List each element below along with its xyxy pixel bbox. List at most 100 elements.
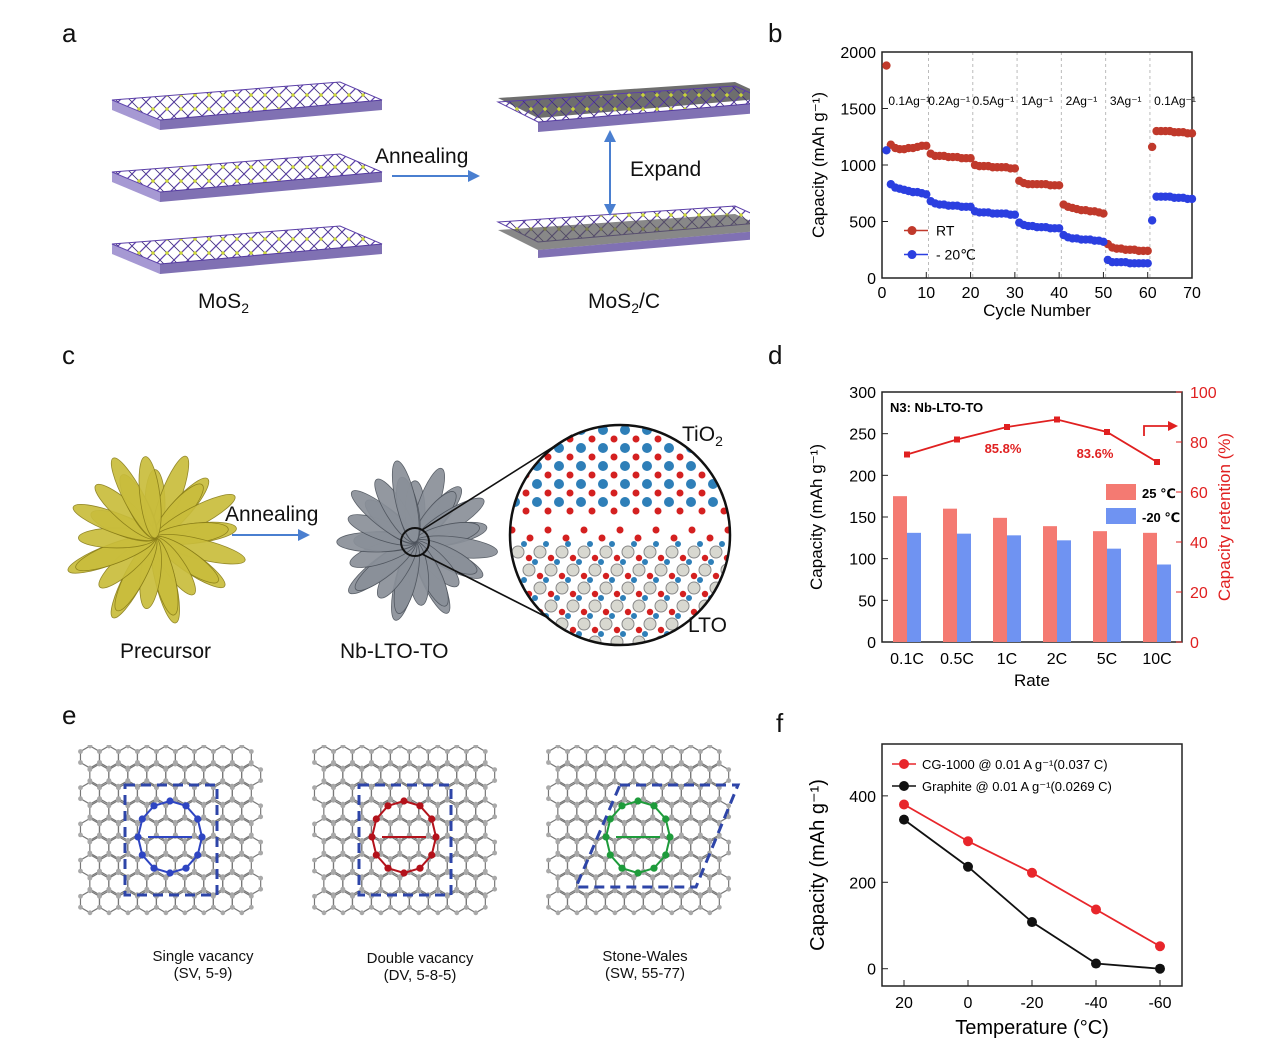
carbon-atom — [229, 749, 235, 754]
carbon-atom — [593, 888, 599, 894]
lto-atom — [577, 617, 591, 631]
x-tick-label: 20 — [895, 995, 913, 1012]
carbon-atom — [425, 761, 431, 767]
legend-label: 25 ℃ — [1142, 486, 1176, 501]
graphene-ring — [680, 745, 701, 769]
carbon-atom — [330, 797, 336, 803]
ti-atom — [521, 613, 527, 619]
carbon-atom — [331, 893, 336, 899]
ti-atom — [642, 631, 648, 637]
carbon-atom — [482, 893, 488, 899]
ti-atom — [675, 613, 681, 619]
o-atom — [676, 471, 684, 479]
carbon-atom — [340, 803, 346, 809]
carbon-atom — [239, 779, 245, 785]
y-tick-label: 300 — [849, 385, 876, 402]
ti-atom — [686, 479, 696, 489]
graphene-sheet — [312, 745, 498, 916]
graphene-ring — [709, 763, 730, 787]
graphene-ring — [212, 745, 233, 769]
panel-e-illustration — [78, 745, 741, 916]
carbon-atom — [125, 745, 131, 749]
carbon-atom — [555, 803, 561, 809]
carbon-atom — [87, 875, 93, 881]
ti-atom — [543, 541, 549, 547]
carbon-atom — [229, 797, 235, 803]
carbon-atom — [463, 893, 469, 899]
carbon-atom — [134, 857, 140, 863]
ti-atom — [642, 559, 648, 565]
carbon-atom — [330, 761, 336, 767]
carbon-atom — [678, 797, 684, 803]
legend-label: RT — [936, 223, 955, 239]
graphene-ring — [475, 763, 496, 787]
lto-atom — [610, 563, 624, 577]
carbon-atom — [697, 749, 703, 754]
graphene-ring — [566, 745, 588, 769]
graphene-ring — [465, 890, 486, 914]
data-point-rt — [1187, 129, 1197, 138]
carbon-atom — [678, 749, 684, 754]
carbon-atom — [454, 839, 460, 845]
carbon-atom — [435, 767, 441, 772]
o-atom — [743, 472, 750, 479]
lto-atom — [555, 545, 569, 559]
carbon-atom — [312, 796, 317, 802]
carbon-atom — [707, 839, 713, 845]
o-atom — [526, 534, 534, 542]
carbon-atom — [678, 857, 684, 863]
carbon-atom — [444, 834, 450, 839]
carbon-atom — [602, 893, 608, 899]
graphene-ring — [699, 817, 720, 842]
carbon-atom — [312, 832, 317, 838]
carbon-atom — [258, 886, 264, 892]
graphene-ring — [98, 853, 120, 878]
graphene-ring — [89, 872, 110, 896]
lto-label: LTO — [688, 614, 727, 637]
graphene-ring — [79, 817, 101, 842]
carbon-atom — [707, 888, 713, 894]
o-atom — [657, 626, 665, 634]
carbon-atom — [631, 852, 637, 857]
carbon-atom — [574, 910, 580, 916]
carbon-atom — [312, 749, 317, 754]
carbon-atom — [116, 749, 121, 754]
carbon-atom — [406, 821, 412, 827]
carbon-atom — [397, 767, 403, 772]
graphene-ring — [623, 890, 645, 914]
bar-25c — [993, 517, 1007, 642]
o-atom — [525, 554, 533, 562]
carbon-atom — [134, 904, 140, 910]
carbon-atom — [229, 761, 235, 767]
carbon-atom — [340, 745, 346, 749]
carbon-atom — [97, 893, 102, 899]
ti-atom — [686, 595, 692, 601]
o-atom — [616, 526, 624, 534]
ti-atom — [653, 613, 659, 619]
graphene-ring — [231, 781, 252, 805]
carbon-atom — [116, 785, 121, 791]
carbon-atom — [331, 904, 336, 910]
ti-atom — [510, 479, 520, 489]
ti-atom — [554, 479, 564, 489]
carbon-atom — [416, 910, 422, 916]
graphene-ring — [437, 799, 458, 823]
carbon-atom — [565, 857, 570, 863]
carbon-atom — [220, 875, 226, 881]
ti-atom — [554, 497, 564, 507]
o-atom — [735, 609, 741, 615]
carbon-atom — [134, 870, 140, 876]
data-point-rt — [1010, 164, 1020, 173]
carbon-atom — [555, 910, 561, 916]
annealing-label-c: Annealing — [225, 503, 319, 526]
graphene-ring — [604, 745, 626, 769]
graphene-ring — [222, 763, 243, 787]
o-atom — [757, 645, 760, 651]
carbon-atom — [612, 745, 618, 749]
carbon-atom — [726, 767, 732, 772]
o-atom — [580, 526, 588, 534]
x-tick-label: 2C — [1047, 651, 1067, 668]
carbon-atom — [631, 803, 637, 809]
carbon-atom — [359, 852, 365, 857]
carbon-atom — [565, 785, 570, 791]
